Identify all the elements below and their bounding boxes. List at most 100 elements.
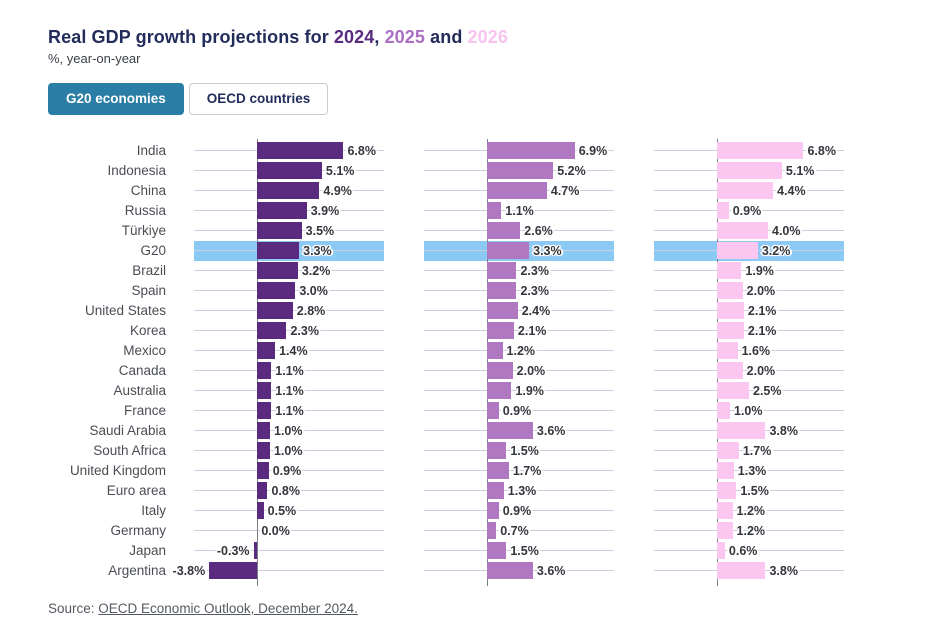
bar-2025-russia[interactable]	[487, 202, 502, 219]
gridline	[424, 490, 614, 491]
bar-2026-euro-area[interactable]	[717, 482, 737, 499]
value-label: 2.8%	[296, 303, 326, 318]
category-label: Euro area	[106, 482, 166, 498]
bar-2024-euro-area[interactable]	[257, 482, 268, 499]
bar-2024-brazil[interactable]	[257, 262, 298, 279]
bar-2024-spain[interactable]	[257, 282, 296, 299]
bar-2024-saudi-arabia[interactable]	[257, 422, 270, 439]
bar-2026-france[interactable]	[717, 402, 730, 419]
bar-2025-canada[interactable]	[487, 362, 513, 379]
value-label: 1.2%	[736, 523, 766, 538]
toggle-oecd-countries[interactable]: OECD countries	[188, 83, 329, 115]
category-label: United Kingdom	[69, 462, 166, 478]
bar-2026-argentina[interactable]	[717, 562, 766, 579]
bar-2024-indonesia[interactable]	[257, 162, 322, 179]
bar-2025-brazil[interactable]	[487, 262, 517, 279]
bar-2025-united-states[interactable]	[487, 302, 518, 319]
bar-2025-france[interactable]	[487, 402, 499, 419]
bar-2024-russia[interactable]	[257, 202, 307, 219]
category-label: Spain	[131, 282, 166, 298]
category-label: France	[123, 402, 166, 418]
bar-2024-south-africa[interactable]	[257, 442, 270, 459]
bar-2025-india[interactable]	[487, 142, 575, 159]
bar-2026-indonesia[interactable]	[717, 162, 782, 179]
title-text: Real GDP growth projections for	[48, 27, 334, 47]
bar-2026-türkiye[interactable]	[717, 222, 768, 239]
bar-2025-united-kingdom[interactable]	[487, 462, 509, 479]
gridline	[424, 350, 614, 351]
value-label: 1.5%	[510, 443, 539, 458]
bar-2026-india[interactable]	[717, 142, 804, 159]
bar-2025-south-africa[interactable]	[487, 442, 507, 459]
bar-2026-canada[interactable]	[717, 362, 743, 379]
bar-2026-russia[interactable]	[717, 202, 729, 219]
bar-2024-türkiye[interactable]	[257, 222, 302, 239]
bar-2026-australia[interactable]	[717, 382, 749, 399]
bar-2024-australia[interactable]	[257, 382, 272, 399]
source-link[interactable]: OECD Economic Outlook, December 2024.	[98, 601, 358, 616]
bar-2026-italy[interactable]	[717, 502, 733, 519]
category-label: Mexico	[123, 342, 166, 358]
bar-2024-japan[interactable]	[253, 542, 258, 559]
bar-2026-korea[interactable]	[717, 322, 744, 339]
bar-2026-japan[interactable]	[717, 542, 725, 559]
category-label: Australia	[113, 382, 166, 398]
bar-2025-australia[interactable]	[487, 382, 512, 399]
bar-2025-spain[interactable]	[487, 282, 517, 299]
gridline	[654, 390, 844, 391]
bar-2026-g20[interactable]	[717, 242, 758, 259]
bar-2024-india[interactable]	[257, 142, 344, 159]
bar-2026-south-africa[interactable]	[717, 442, 739, 459]
value-label: 2.0%	[746, 283, 776, 298]
bar-2024-italy[interactable]	[257, 502, 264, 519]
bar-2026-china[interactable]	[717, 182, 774, 199]
bar-2026-spain[interactable]	[717, 282, 743, 299]
bar-2024-mexico[interactable]	[257, 342, 276, 359]
value-label: 1.1%	[275, 383, 304, 398]
bar-2025-italy[interactable]	[487, 502, 499, 519]
bar-2025-mexico[interactable]	[487, 342, 503, 359]
toggle-g20-economies[interactable]: G20 economies	[48, 83, 184, 115]
bar-2024-china[interactable]	[257, 182, 320, 199]
chart-panel-2026: 6.8% 5.1% 4.4% 0.9% 4.0% 3.2% 1.9% 2.0% 2.1% 2.1%…	[654, 138, 844, 586]
gridline	[424, 410, 614, 411]
value-label: 3.8%	[769, 423, 798, 438]
value-label: 5.1%	[785, 163, 815, 178]
bar-2025-japan[interactable]	[487, 542, 507, 559]
value-label: 1.0%	[274, 423, 303, 438]
bar-2025-korea[interactable]	[487, 322, 514, 339]
gridline	[654, 550, 844, 551]
bar-2024-argentina[interactable]	[209, 562, 258, 579]
bar-2026-germany[interactable]	[717, 522, 733, 539]
title-conjunction: and	[425, 27, 468, 47]
bar-2025-argentina[interactable]	[487, 562, 533, 579]
bar-2024-france[interactable]	[257, 402, 272, 419]
bar-2025-indonesia[interactable]	[487, 162, 554, 179]
gridline	[424, 210, 614, 211]
bar-2026-saudi-arabia[interactable]	[717, 422, 766, 439]
value-label: 1.1%	[275, 363, 304, 378]
value-label: 0.7%	[500, 523, 529, 538]
value-label: 1.1%	[275, 403, 304, 418]
bar-2026-brazil[interactable]	[717, 262, 742, 279]
bar-2024-united-kingdom[interactable]	[257, 462, 269, 479]
value-label: 3.6%	[536, 563, 566, 578]
bar-2025-china[interactable]	[487, 182, 547, 199]
bar-2025-germany[interactable]	[487, 522, 497, 539]
bar-2024-canada[interactable]	[257, 362, 272, 379]
value-label: 3.0%	[299, 283, 328, 298]
bar-2024-g20[interactable]	[257, 242, 300, 259]
title-year-2024: 2024	[333, 27, 375, 47]
bar-2026-united-states[interactable]	[717, 302, 744, 319]
bar-2025-türkiye[interactable]	[487, 222, 521, 239]
bar-2026-mexico[interactable]	[717, 342, 738, 359]
bar-2024-korea[interactable]	[257, 322, 287, 339]
value-label: 5.1%	[325, 163, 355, 178]
value-label: 1.9%	[745, 263, 774, 278]
bar-2024-united-states[interactable]	[257, 302, 293, 319]
bar-2025-euro-area[interactable]	[487, 482, 504, 499]
bar-2025-g20[interactable]	[487, 242, 530, 259]
bar-2025-saudi-arabia[interactable]	[487, 422, 533, 439]
bar-2026-united-kingdom[interactable]	[717, 462, 734, 479]
category-label: United States	[84, 302, 166, 318]
